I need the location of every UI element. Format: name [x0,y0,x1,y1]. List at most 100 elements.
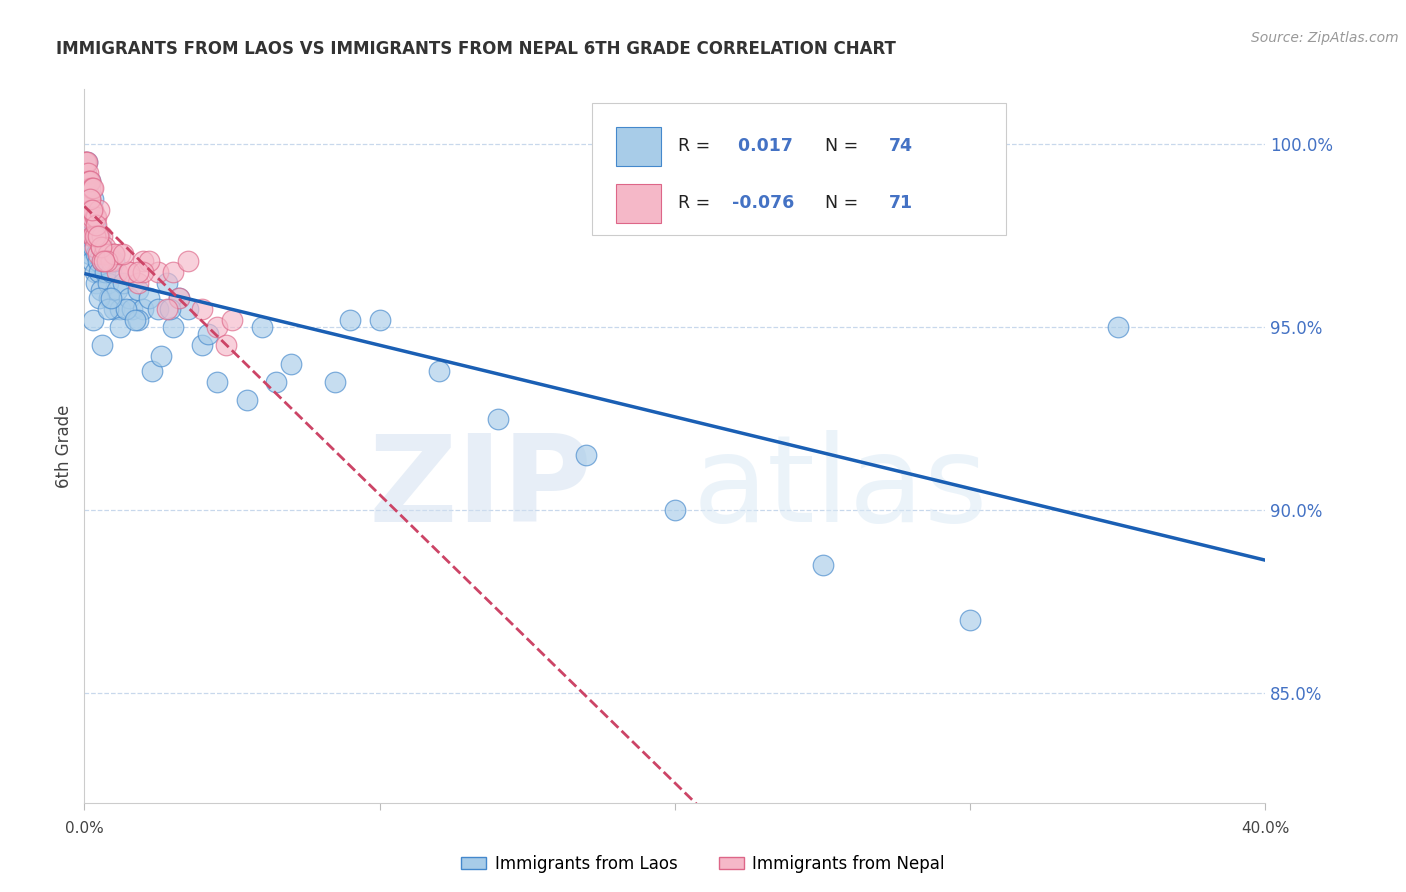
Point [132,265,155,279]
Point [167,291,190,305]
Point [84,218,107,232]
Text: N =: N = [814,137,865,155]
Point [486,411,509,425]
Point [79,218,101,232]
Point [93,247,115,261]
Point [141,364,163,378]
Point [76,174,98,188]
Point [811,558,834,572]
Point [156,276,179,290]
Point [79,202,101,217]
Text: 40.0%: 40.0% [1241,822,1289,836]
Point [86,254,108,268]
Bar [616,127,661,166]
Point [75,155,97,169]
Point [76,155,98,169]
Point [91,239,114,253]
Point [103,254,125,268]
Point [132,254,155,268]
Point [97,247,120,261]
Text: atlas: atlas [692,430,988,548]
Point [90,239,112,253]
Point [89,265,111,279]
Point [80,181,103,195]
Point [80,228,103,243]
Point [82,239,104,253]
Point [80,202,103,217]
FancyBboxPatch shape [592,103,1005,235]
Point [82,192,104,206]
Point [83,265,105,279]
Point [82,181,104,195]
Point [89,202,111,217]
Point [1107,320,1129,334]
Point [138,254,160,268]
Point [83,211,105,225]
Point [76,218,98,232]
Point [76,181,98,195]
Point [127,265,149,279]
Point [127,312,149,326]
Point [94,239,117,253]
Point [94,247,117,261]
Point [177,254,200,268]
Point [76,155,98,169]
Point [86,247,108,261]
Point [959,613,981,627]
Point [82,202,104,217]
Point [79,181,101,195]
Point [75,239,97,253]
Point [427,364,450,378]
Point [138,291,160,305]
Point [111,247,134,261]
Point [80,228,103,243]
Point [108,320,131,334]
Text: R =: R = [679,194,716,212]
Point [148,301,170,316]
Point [127,284,149,298]
Point [236,393,259,408]
Point [723,145,745,159]
Point [121,301,143,316]
Point [162,265,184,279]
Point [150,349,173,363]
Point [103,247,125,261]
Point [108,301,131,316]
Point [118,265,141,279]
Point [77,228,100,243]
Point [84,247,107,261]
Point [103,301,125,316]
Bar [616,184,661,223]
Point [100,254,122,268]
Point [90,239,112,253]
Point [76,181,98,195]
Point [264,375,288,389]
Point [100,291,122,305]
Point [79,192,101,206]
Text: 0.0%: 0.0% [65,822,104,836]
Point [79,211,101,225]
Point [77,211,100,225]
Point [339,312,361,326]
Point [91,338,114,352]
Point [148,265,170,279]
Point [94,265,117,279]
Point [250,320,273,334]
Point [221,312,243,326]
Point [76,202,98,217]
Point [205,320,228,334]
Point [77,202,100,217]
Point [191,301,214,316]
Y-axis label: 6th Grade: 6th Grade [55,404,73,488]
Point [114,301,136,316]
Text: ZIP: ZIP [368,430,592,548]
Text: R =: R = [679,137,716,155]
Point [575,448,598,462]
Point [97,276,120,290]
Point [84,276,107,290]
Point [80,202,103,217]
Text: 0.017: 0.017 [731,137,793,155]
Point [111,276,134,290]
Point [76,174,98,188]
Text: -0.076: -0.076 [731,194,794,212]
